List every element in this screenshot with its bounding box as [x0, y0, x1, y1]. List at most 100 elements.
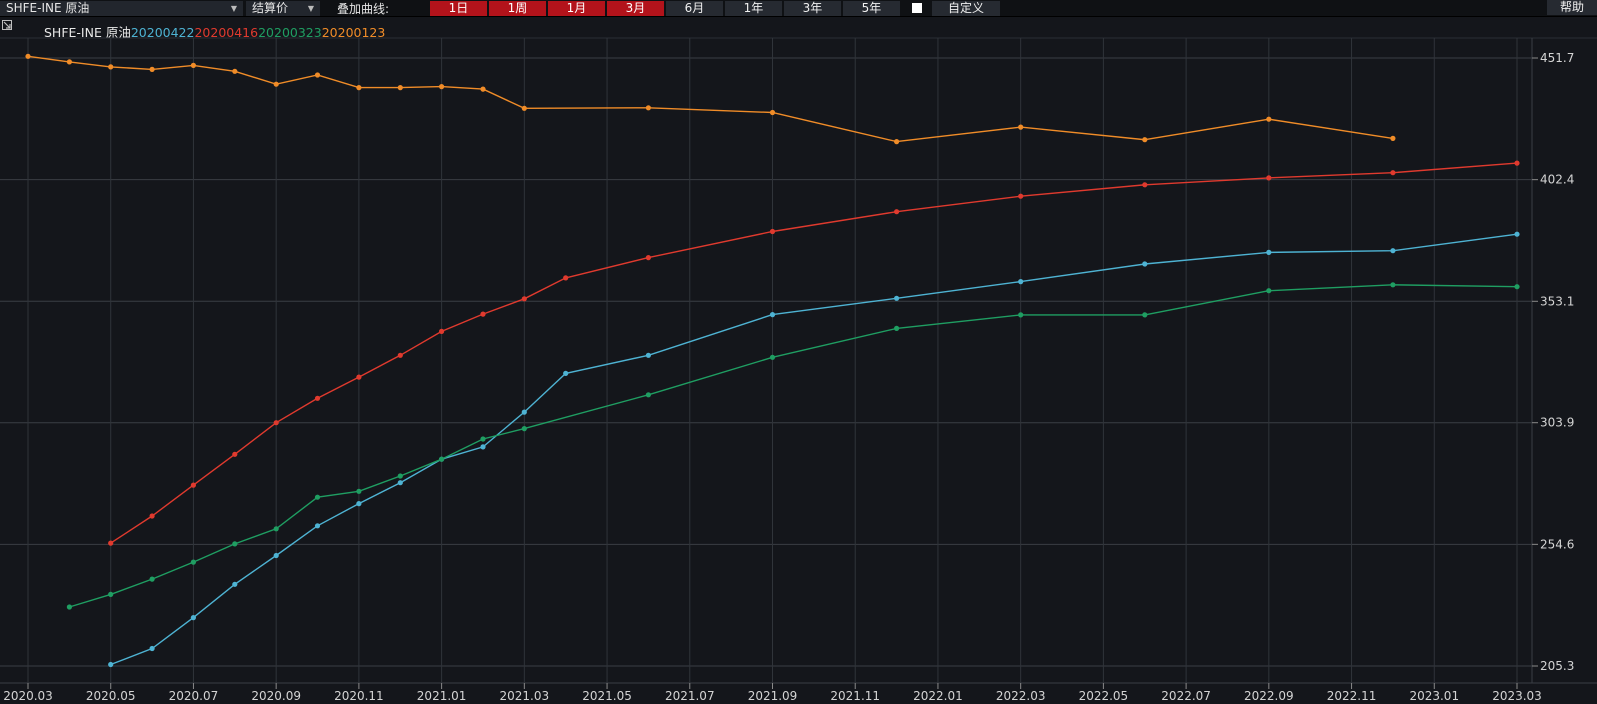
- collapse-icon[interactable]: [2, 20, 12, 30]
- data-point-20200123: [149, 66, 155, 72]
- x-tick-label: 2021.01: [417, 689, 467, 703]
- x-tick-label: 2022.03: [996, 689, 1046, 703]
- legend-prefix: SHFE-INE 原油: [44, 25, 131, 40]
- data-point-20200416: [645, 255, 652, 261]
- period-button-7[interactable]: 5年: [843, 0, 900, 16]
- price-type-select-value: 结算价: [252, 0, 289, 15]
- data-point-20200123: [1266, 116, 1272, 122]
- custom-checkbox[interactable]: [912, 3, 922, 13]
- data-point-20200323: [108, 591, 114, 598]
- data-point-20200123: [108, 64, 114, 70]
- data-point-20200323: [1514, 284, 1520, 290]
- series-line-20200422: [110, 233, 1518, 666]
- series-line-20200123: [27, 55, 1394, 143]
- legend-series-2: 20200323: [258, 25, 322, 40]
- x-tick-label: 2021.07: [665, 689, 715, 703]
- x-tick-label: 2021.05: [582, 689, 632, 703]
- price-type-select[interactable]: 结算价 ▼: [246, 0, 320, 16]
- x-tick-label: 2020.03: [3, 689, 53, 703]
- legend-series-0: 20200422: [130, 25, 195, 40]
- data-point-20200323: [1142, 312, 1148, 318]
- data-point-20200416: [1142, 182, 1148, 188]
- data-point-20200422: [1514, 231, 1520, 237]
- data-point-20200123: [66, 59, 72, 65]
- data-point-20200323: [1266, 288, 1272, 294]
- y-tick-label: 402.4: [1540, 173, 1574, 187]
- custom-range-button[interactable]: 自定义: [932, 0, 1000, 16]
- data-point-20200416: [563, 275, 569, 281]
- data-point-20200123: [769, 109, 776, 116]
- x-tick-label: 2022.05: [1079, 689, 1129, 703]
- data-point-20200123: [894, 139, 900, 145]
- data-point-20200422: [521, 409, 527, 415]
- x-tick-label: 2023.03: [1492, 689, 1542, 703]
- period-button-1[interactable]: 1周: [489, 0, 546, 16]
- data-point-20200422: [1266, 249, 1272, 255]
- data-point-20200422: [1018, 279, 1024, 285]
- x-tick-label: 2021.09: [748, 689, 798, 703]
- chevron-down-icon: ▼: [307, 3, 314, 13]
- data-point-20200123: [190, 62, 196, 68]
- x-tick-label: 2023.01: [1409, 689, 1459, 703]
- data-point-20200422: [1390, 248, 1396, 254]
- data-point-20200323: [232, 541, 238, 547]
- data-point-20200416: [894, 209, 900, 215]
- data-point-20200123: [1390, 135, 1396, 141]
- y-tick-label: 303.9: [1540, 416, 1574, 430]
- data-point-20200416: [1266, 175, 1272, 181]
- y-tick-label: 451.7: [1540, 51, 1574, 65]
- data-point-20200323: [149, 576, 155, 582]
- data-point-20200323: [190, 559, 196, 565]
- data-point-20200422: [645, 352, 652, 358]
- data-point-20200323: [1390, 282, 1396, 288]
- y-tick-label: 254.6: [1540, 537, 1574, 551]
- period-button-4[interactable]: 6月: [666, 0, 723, 16]
- data-point-20200123: [439, 84, 445, 90]
- period-button-2[interactable]: 1月: [548, 0, 605, 16]
- chevron-down-icon: ▼: [230, 3, 237, 13]
- data-point-20200416: [1390, 170, 1396, 176]
- data-point-20200323: [521, 426, 527, 432]
- period-button-5[interactable]: 1年: [725, 0, 782, 16]
- period-button-3[interactable]: 3月: [607, 0, 664, 16]
- x-tick-label: 2020.11: [334, 689, 384, 703]
- data-point-20200123: [232, 68, 238, 74]
- data-point-20200416: [190, 482, 196, 488]
- y-tick-label: 205.3: [1540, 659, 1574, 673]
- chart-legend: SHFE-INE 原油20200422202004162020032320200…: [44, 22, 385, 41]
- data-point-20200123: [356, 85, 362, 91]
- x-tick-label: 2021.03: [500, 689, 550, 703]
- data-point-20200416: [480, 311, 486, 317]
- help-button[interactable]: 帮助: [1547, 0, 1597, 15]
- x-tick-label: 2022.01: [913, 689, 963, 703]
- x-tick-label: 2022.07: [1161, 689, 1211, 703]
- data-point-20200416: [108, 540, 114, 546]
- data-point-20200323: [769, 354, 776, 360]
- period-buttons: 1日 1周 1月 3月 6月 1年 3年 5年: [430, 0, 902, 16]
- overlay-curve-label: 叠加曲线:: [337, 1, 390, 16]
- x-tick-label: 2022.09: [1244, 689, 1294, 703]
- data-point-20200323: [356, 488, 362, 494]
- data-point-20200123: [273, 81, 279, 87]
- x-tick-label: 2020.05: [86, 689, 136, 703]
- data-point-20200416: [769, 228, 776, 235]
- data-point-20200323: [273, 526, 279, 532]
- contract-select[interactable]: SHFE-INE 原油 ▼: [0, 0, 243, 16]
- data-point-20200422: [769, 312, 776, 318]
- data-point-20200123: [1142, 137, 1148, 143]
- data-point-20200323: [314, 494, 321, 500]
- period-button-6[interactable]: 3年: [784, 0, 841, 16]
- data-point-20200416: [439, 328, 445, 334]
- data-point-20200123: [25, 53, 31, 59]
- data-point-20200422: [108, 661, 114, 668]
- period-button-0[interactable]: 1日: [430, 0, 487, 16]
- data-point-20200323: [480, 436, 486, 442]
- data-point-20200416: [149, 513, 155, 519]
- data-point-20200416: [521, 296, 527, 302]
- x-tick-label: 2022.11: [1327, 689, 1377, 703]
- data-point-20200422: [232, 581, 238, 587]
- data-point-20200422: [314, 523, 321, 529]
- data-point-20200123: [645, 105, 652, 111]
- data-point-20200323: [894, 325, 900, 331]
- legend-series-1: 20200416: [194, 25, 259, 40]
